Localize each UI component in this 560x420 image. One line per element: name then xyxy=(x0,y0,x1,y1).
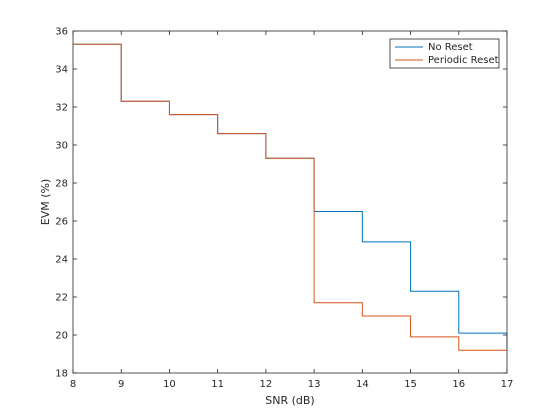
y-tick-label: 26 xyxy=(55,217,68,228)
y-tick-label: 22 xyxy=(55,293,68,304)
x-tick-label: 14 xyxy=(356,379,369,390)
y-tick-label: 36 xyxy=(55,27,68,38)
x-tick-label: 10 xyxy=(163,379,176,390)
y-tick-label: 18 xyxy=(55,369,68,380)
x-tick-label: 17 xyxy=(501,379,514,390)
x-tick-label: 9 xyxy=(118,379,124,390)
series-line-periodic-reset xyxy=(73,43,507,351)
x-axis-ticks: 8 9 10 11 12 13 14 15 16 17 xyxy=(70,31,514,390)
x-axis-label: SNR (dB) xyxy=(265,394,314,407)
y-tick-label: 30 xyxy=(55,141,68,152)
y-tick-label: 34 xyxy=(55,65,68,76)
x-tick-label: 12 xyxy=(260,379,273,390)
legend-box xyxy=(389,38,500,69)
x-tick-label: 13 xyxy=(308,379,321,390)
x-tick-label: 15 xyxy=(404,379,417,390)
y-axis-ticks: 18 20 22 24 26 28 30 32 34 36 xyxy=(55,27,507,380)
y-tick-label: 32 xyxy=(55,103,68,114)
y-tick-label: 20 xyxy=(55,331,68,342)
series-layer xyxy=(73,43,508,351)
legend-label-periodic-reset: Periodic Reset xyxy=(428,55,499,66)
plot-frame xyxy=(72,30,508,374)
legend: No Reset Periodic Reset xyxy=(389,38,500,69)
legend-label-no-reset: No Reset xyxy=(428,42,473,53)
x-tick-label: 8 xyxy=(70,379,76,390)
y-tick-label: 24 xyxy=(55,255,68,266)
y-axis-label: EVM (%) xyxy=(39,179,52,226)
x-tick-label: 16 xyxy=(452,379,465,390)
plot-area xyxy=(73,31,507,373)
y-tick-label: 28 xyxy=(55,179,68,190)
x-tick-label: 11 xyxy=(211,379,224,390)
